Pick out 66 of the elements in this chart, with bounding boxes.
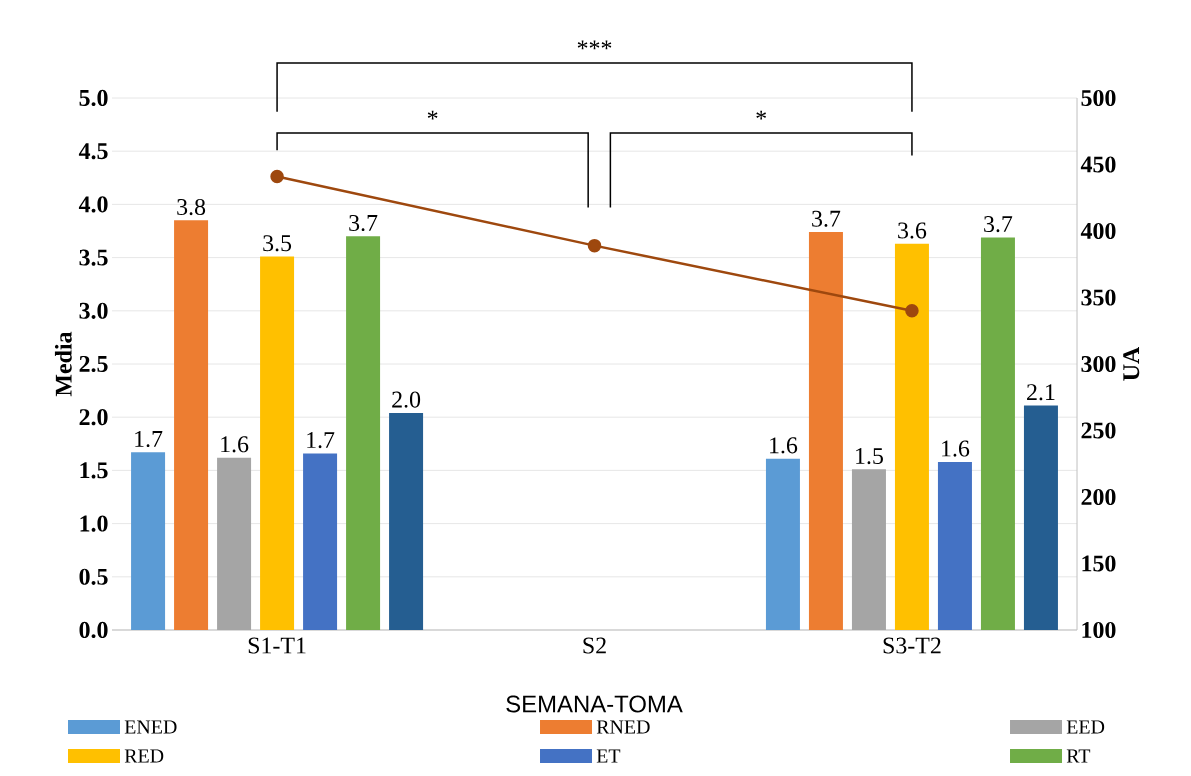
bar bbox=[765, 458, 800, 630]
y-tick-label: 1.0 bbox=[80, 515, 108, 532]
x-tick-label: S2 bbox=[583, 637, 606, 654]
point bbox=[905, 304, 919, 318]
data-label: 1.6 bbox=[221, 436, 249, 453]
y-tick-label: 5.0 bbox=[79, 89, 108, 107]
legend-label: RED bbox=[124, 749, 164, 763]
legend-label: ET bbox=[596, 749, 621, 763]
point bbox=[270, 169, 284, 184]
y-axis-title: Media bbox=[54, 331, 72, 397]
y-tick-label: 1.5 bbox=[80, 462, 108, 479]
x-tick-label: S3-T2 bbox=[883, 637, 941, 654]
y2-tick-label: 250 bbox=[1081, 422, 1116, 439]
bar bbox=[808, 232, 843, 630]
y-tick-label: 2.0 bbox=[79, 409, 108, 426]
bar bbox=[131, 452, 166, 630]
y-tick-label: 0.0 bbox=[79, 621, 108, 639]
data-label: 1.5 bbox=[856, 448, 883, 465]
bar bbox=[217, 457, 252, 630]
bar bbox=[303, 453, 338, 630]
data-label: 3.8 bbox=[177, 198, 206, 216]
bar bbox=[937, 461, 972, 630]
data-label: 3.7 bbox=[349, 214, 378, 232]
y2-tick-label: 450 bbox=[1080, 156, 1116, 173]
y-tick-label: 0.5 bbox=[79, 568, 108, 585]
y2-tick-label: 200 bbox=[1081, 488, 1116, 506]
y-tick-label: 3.0 bbox=[79, 302, 108, 319]
annotation: * bbox=[427, 110, 438, 120]
annotation: * bbox=[756, 110, 766, 120]
bar bbox=[174, 220, 209, 630]
bar bbox=[851, 469, 886, 630]
y-tick-label: 3.5 bbox=[79, 249, 108, 266]
legend-label: ENED bbox=[124, 720, 177, 734]
data-label: 2.1 bbox=[1027, 384, 1055, 401]
y2-tick-label: 500 bbox=[1081, 89, 1116, 107]
text: *** bbox=[577, 40, 612, 50]
y2-tick-label: 150 bbox=[1082, 555, 1116, 572]
y-tick-label: 4.5 bbox=[78, 143, 108, 160]
bar bbox=[389, 412, 424, 630]
x-tick-label: S1-T1 bbox=[248, 637, 306, 654]
legend-label: EED bbox=[1066, 720, 1105, 734]
bar bbox=[980, 237, 1015, 630]
data-label: 1.6 bbox=[942, 440, 970, 457]
data-label: 2.0 bbox=[392, 391, 421, 408]
bar bbox=[1023, 405, 1058, 630]
legend-label: RT bbox=[1066, 749, 1091, 763]
y2-tick-label: 300 bbox=[1081, 355, 1116, 373]
y2-tick-label: 400 bbox=[1080, 222, 1116, 240]
y2-tick-label: 100 bbox=[1082, 621, 1116, 639]
y-tick-label: 4.0 bbox=[78, 196, 108, 213]
point bbox=[587, 238, 602, 253]
data-label: 3.7 bbox=[984, 216, 1013, 233]
bar bbox=[346, 236, 381, 630]
data-label: 1.6 bbox=[770, 437, 798, 454]
y-tick-label: 2.5 bbox=[79, 355, 108, 373]
data-label: 3.7 bbox=[812, 210, 841, 227]
y2-axis-title: UA bbox=[1123, 346, 1140, 381]
data-label: 3.6 bbox=[898, 222, 927, 239]
x-axis-title: SEMANA-TOMA bbox=[506, 695, 683, 713]
bar bbox=[894, 243, 929, 630]
y2-tick-label: 350 bbox=[1081, 289, 1116, 306]
legend-label: RNED bbox=[596, 720, 650, 734]
data-label: 1.7 bbox=[135, 430, 163, 448]
data-label: 3.5 bbox=[263, 235, 292, 252]
data-label: 1.7 bbox=[307, 432, 335, 449]
bar bbox=[260, 256, 295, 630]
